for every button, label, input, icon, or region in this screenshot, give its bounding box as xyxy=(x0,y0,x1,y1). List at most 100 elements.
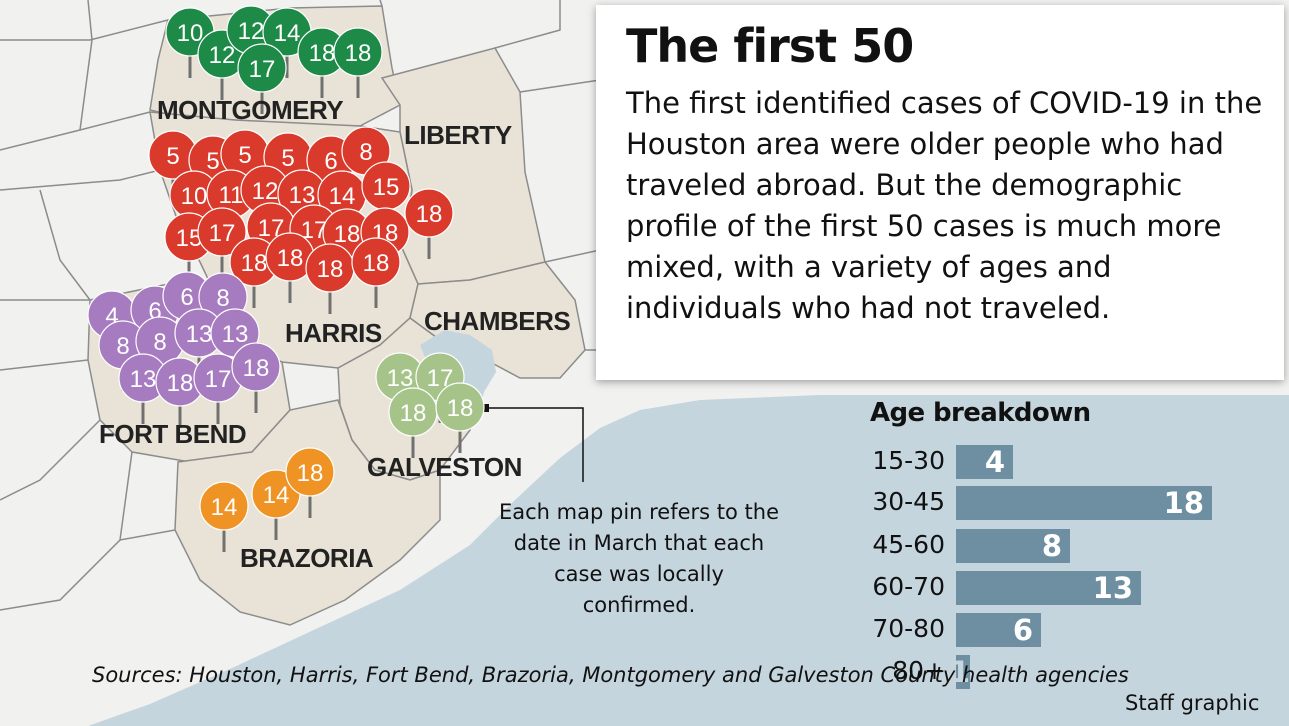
map-pin-label: 15 xyxy=(373,174,400,201)
age-category-label: 70-80 xyxy=(872,614,945,643)
map-pin-head xyxy=(197,207,247,257)
map-pin-label: 13 xyxy=(130,366,157,393)
map-pin-fort-bend: 17 xyxy=(193,353,243,424)
map-pin-note-marker xyxy=(481,404,489,412)
map-pin-montgomery: 12 xyxy=(226,5,276,76)
map-pin-label: 18 xyxy=(400,400,427,427)
map-pin-head xyxy=(435,382,485,432)
age-bar: 18 xyxy=(956,486,1212,520)
map-pin-montgomery: 17 xyxy=(237,43,287,114)
map-pin-label: 18 xyxy=(363,250,390,277)
info-description: The first identified cases of COVID-19 i… xyxy=(626,86,1263,325)
age-bar-value: 1 xyxy=(949,655,970,689)
map-pin-label: 12 xyxy=(252,178,279,205)
map-pin-label: 18 xyxy=(317,256,344,283)
map-pin-harris: 18 xyxy=(305,243,355,314)
map-pin-label: 6 xyxy=(180,284,193,311)
county-label-brazoria: BRAZORIA xyxy=(240,543,374,573)
county-label-galveston: GALVESTON xyxy=(367,452,522,482)
map-pin-label: 18 xyxy=(241,250,268,277)
map-pin-head xyxy=(231,342,281,392)
brazoria-county-area xyxy=(174,399,441,626)
map-pin-head xyxy=(237,43,287,93)
map-pin-head xyxy=(285,447,335,497)
sources-note: Sources: Houston, Harris, Fort Bend, Bra… xyxy=(92,663,1129,687)
map-pin-label: 11 xyxy=(219,182,244,209)
page-title: The first 50 xyxy=(626,19,914,73)
map-pin-label: 13 xyxy=(222,321,249,348)
age-category-label: 15-30 xyxy=(872,446,945,475)
map-pin-label: 14 xyxy=(274,20,301,47)
map-pin-harris: 12 xyxy=(240,165,290,236)
map-pin-fort-bend: 18 xyxy=(155,357,205,428)
map-pin-montgomery: 18 xyxy=(297,27,347,98)
map-pin-note: Each map pin refers to the date in March… xyxy=(498,500,780,617)
map-pin-fort-bend: 18 xyxy=(231,342,281,413)
age-bar-value: 4 xyxy=(984,445,1005,479)
map-pin-label: 10 xyxy=(177,20,204,47)
age-category-label: 60-70 xyxy=(872,572,945,601)
map-pin-galveston: 18 xyxy=(435,382,485,453)
info-panel: The first 50 The first identified cases … xyxy=(596,5,1284,380)
map-pin-label: 12 xyxy=(209,42,236,69)
map-pin-label: 18 xyxy=(447,395,474,422)
map-pin-label: 5 xyxy=(238,142,251,169)
age-bar-value: 6 xyxy=(1012,613,1033,647)
map-pin-label: 5 xyxy=(281,145,294,172)
map-pin-label: 6 xyxy=(324,148,337,175)
map-pin-label: 18 xyxy=(277,245,304,272)
map-pin-label: 5 xyxy=(166,143,179,170)
map-pin-label: 18 xyxy=(334,221,361,248)
map-pin-harris: 18 xyxy=(265,232,315,303)
county-label-fort-bend: FORT BEND xyxy=(99,419,247,449)
age-category-label: 30-45 xyxy=(872,487,945,516)
map-pin-label: 8 xyxy=(153,329,166,356)
county-label-liberty: LIBERTY xyxy=(404,120,512,150)
map-pin-label: 10 xyxy=(181,183,208,210)
map-pin-montgomery: 18 xyxy=(333,27,383,98)
staff-credit: Staff graphic xyxy=(1125,691,1260,715)
age-bar-value: 13 xyxy=(1092,571,1133,605)
map-pin-label: 18 xyxy=(297,460,324,487)
age-bar: 6 xyxy=(956,613,1041,647)
map-pin-head xyxy=(404,188,454,238)
map-pin-label: 8 xyxy=(216,285,229,312)
age-bar: 4 xyxy=(956,445,1013,479)
map-pin-harris: 18 xyxy=(404,188,454,259)
map-pin-label: 13 xyxy=(186,321,213,348)
age-chart-title: Age breakdown xyxy=(870,398,1091,428)
map-pin-head xyxy=(333,27,383,77)
county-boundaries xyxy=(0,0,601,611)
age-category-label: 45-60 xyxy=(872,530,945,559)
county-label-harris: HARRIS xyxy=(285,318,382,348)
map-pin-label: 17 xyxy=(205,366,232,393)
map-pin-label: 5 xyxy=(206,148,219,175)
map-pin-fort-bend: 13 xyxy=(174,308,224,379)
map-pin-note-leader xyxy=(489,407,584,482)
age-bar: 1 xyxy=(950,655,970,689)
age-category-label: 80+ xyxy=(892,656,945,685)
map-pin-label: 17 xyxy=(209,220,236,247)
age-bar: 8 xyxy=(956,529,1070,563)
map-pin-label: 13 xyxy=(289,182,316,209)
map-pin-head xyxy=(351,237,401,287)
age-bar-value: 18 xyxy=(1163,486,1204,520)
map-pin-harris: 18 xyxy=(351,237,401,308)
map-pin-label: 18 xyxy=(345,40,372,67)
map-pin-fort-bend: 13 xyxy=(118,353,168,424)
map-pin-label: 18 xyxy=(243,355,270,382)
map-pin-galveston: 18 xyxy=(388,387,438,458)
map-pin-label: 12 xyxy=(238,18,265,45)
county-label-chambers: CHAMBERS xyxy=(424,306,571,336)
county-label-montgomery: MONTGOMERY xyxy=(157,95,344,125)
map-pin-label: 18 xyxy=(167,370,194,397)
map-pin-label: 8 xyxy=(359,139,372,166)
map-pin-label: 14 xyxy=(329,183,356,210)
map-pin-brazoria: 18 xyxy=(285,447,335,518)
map-pin-label: 13 xyxy=(387,365,414,392)
age-bar: 13 xyxy=(956,571,1141,605)
map-pin-head xyxy=(199,481,249,531)
map-pin-label: 14 xyxy=(263,482,290,509)
